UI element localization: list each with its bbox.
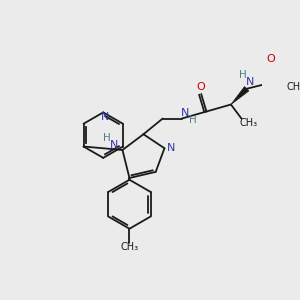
Text: CH₃: CH₃ — [286, 82, 300, 92]
Text: N: N — [101, 112, 109, 122]
Text: N: N — [181, 108, 190, 118]
Text: O: O — [197, 82, 206, 92]
Text: H: H — [189, 115, 196, 125]
Polygon shape — [231, 87, 249, 104]
Text: CH₃: CH₃ — [239, 118, 257, 128]
Text: O: O — [267, 54, 276, 64]
Text: H: H — [103, 133, 111, 143]
Text: N: N — [246, 77, 254, 87]
Text: N: N — [110, 140, 118, 150]
Text: CH₃: CH₃ — [120, 242, 139, 252]
Text: H: H — [239, 70, 247, 80]
Text: N: N — [167, 143, 175, 153]
